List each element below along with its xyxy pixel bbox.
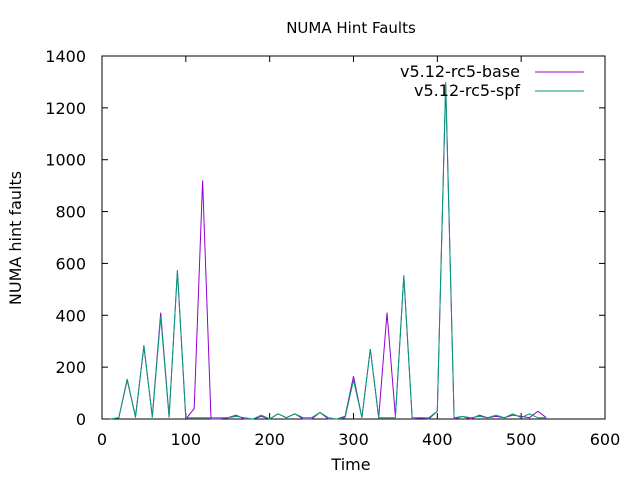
- x-axis-label: Time: [330, 455, 370, 474]
- x-tick-label: 300: [338, 430, 369, 449]
- y-axis-label: NUMA hint faults: [6, 171, 25, 305]
- series-line-2: [110, 81, 547, 420]
- legend-label: v5.12-rc5-spf: [414, 81, 520, 100]
- y-tick-label: 1000: [45, 151, 86, 170]
- y-tick-label: 400: [55, 306, 86, 325]
- series-layer: [110, 81, 547, 421]
- series-line-1: [110, 84, 547, 421]
- y-axis: 0 200 400 600 800 1000 1200 1400: [45, 47, 605, 429]
- x-axis: 0 100 200 300 400 500 600: [97, 56, 620, 449]
- x-tick-label: 200: [254, 430, 285, 449]
- chart-title: NUMA Hint Faults: [286, 19, 416, 37]
- x-tick-label: 400: [422, 430, 453, 449]
- y-tick-label: 800: [55, 203, 86, 222]
- plot-frame: [101, 55, 606, 420]
- x-tick-label: 500: [506, 430, 537, 449]
- legend-label: v5.12-rc5-base: [400, 62, 520, 81]
- x-tick-label: 600: [590, 430, 621, 449]
- plot-border: [101, 55, 606, 420]
- y-tick-label: 0: [76, 410, 86, 429]
- y-tick-label: 600: [55, 254, 86, 273]
- y-tick-label: 200: [55, 358, 86, 377]
- x-tick-label: 0: [97, 430, 107, 449]
- y-tick-label: 1200: [45, 99, 86, 118]
- y-tick-label: 1400: [45, 47, 86, 66]
- x-tick-label: 100: [171, 430, 202, 449]
